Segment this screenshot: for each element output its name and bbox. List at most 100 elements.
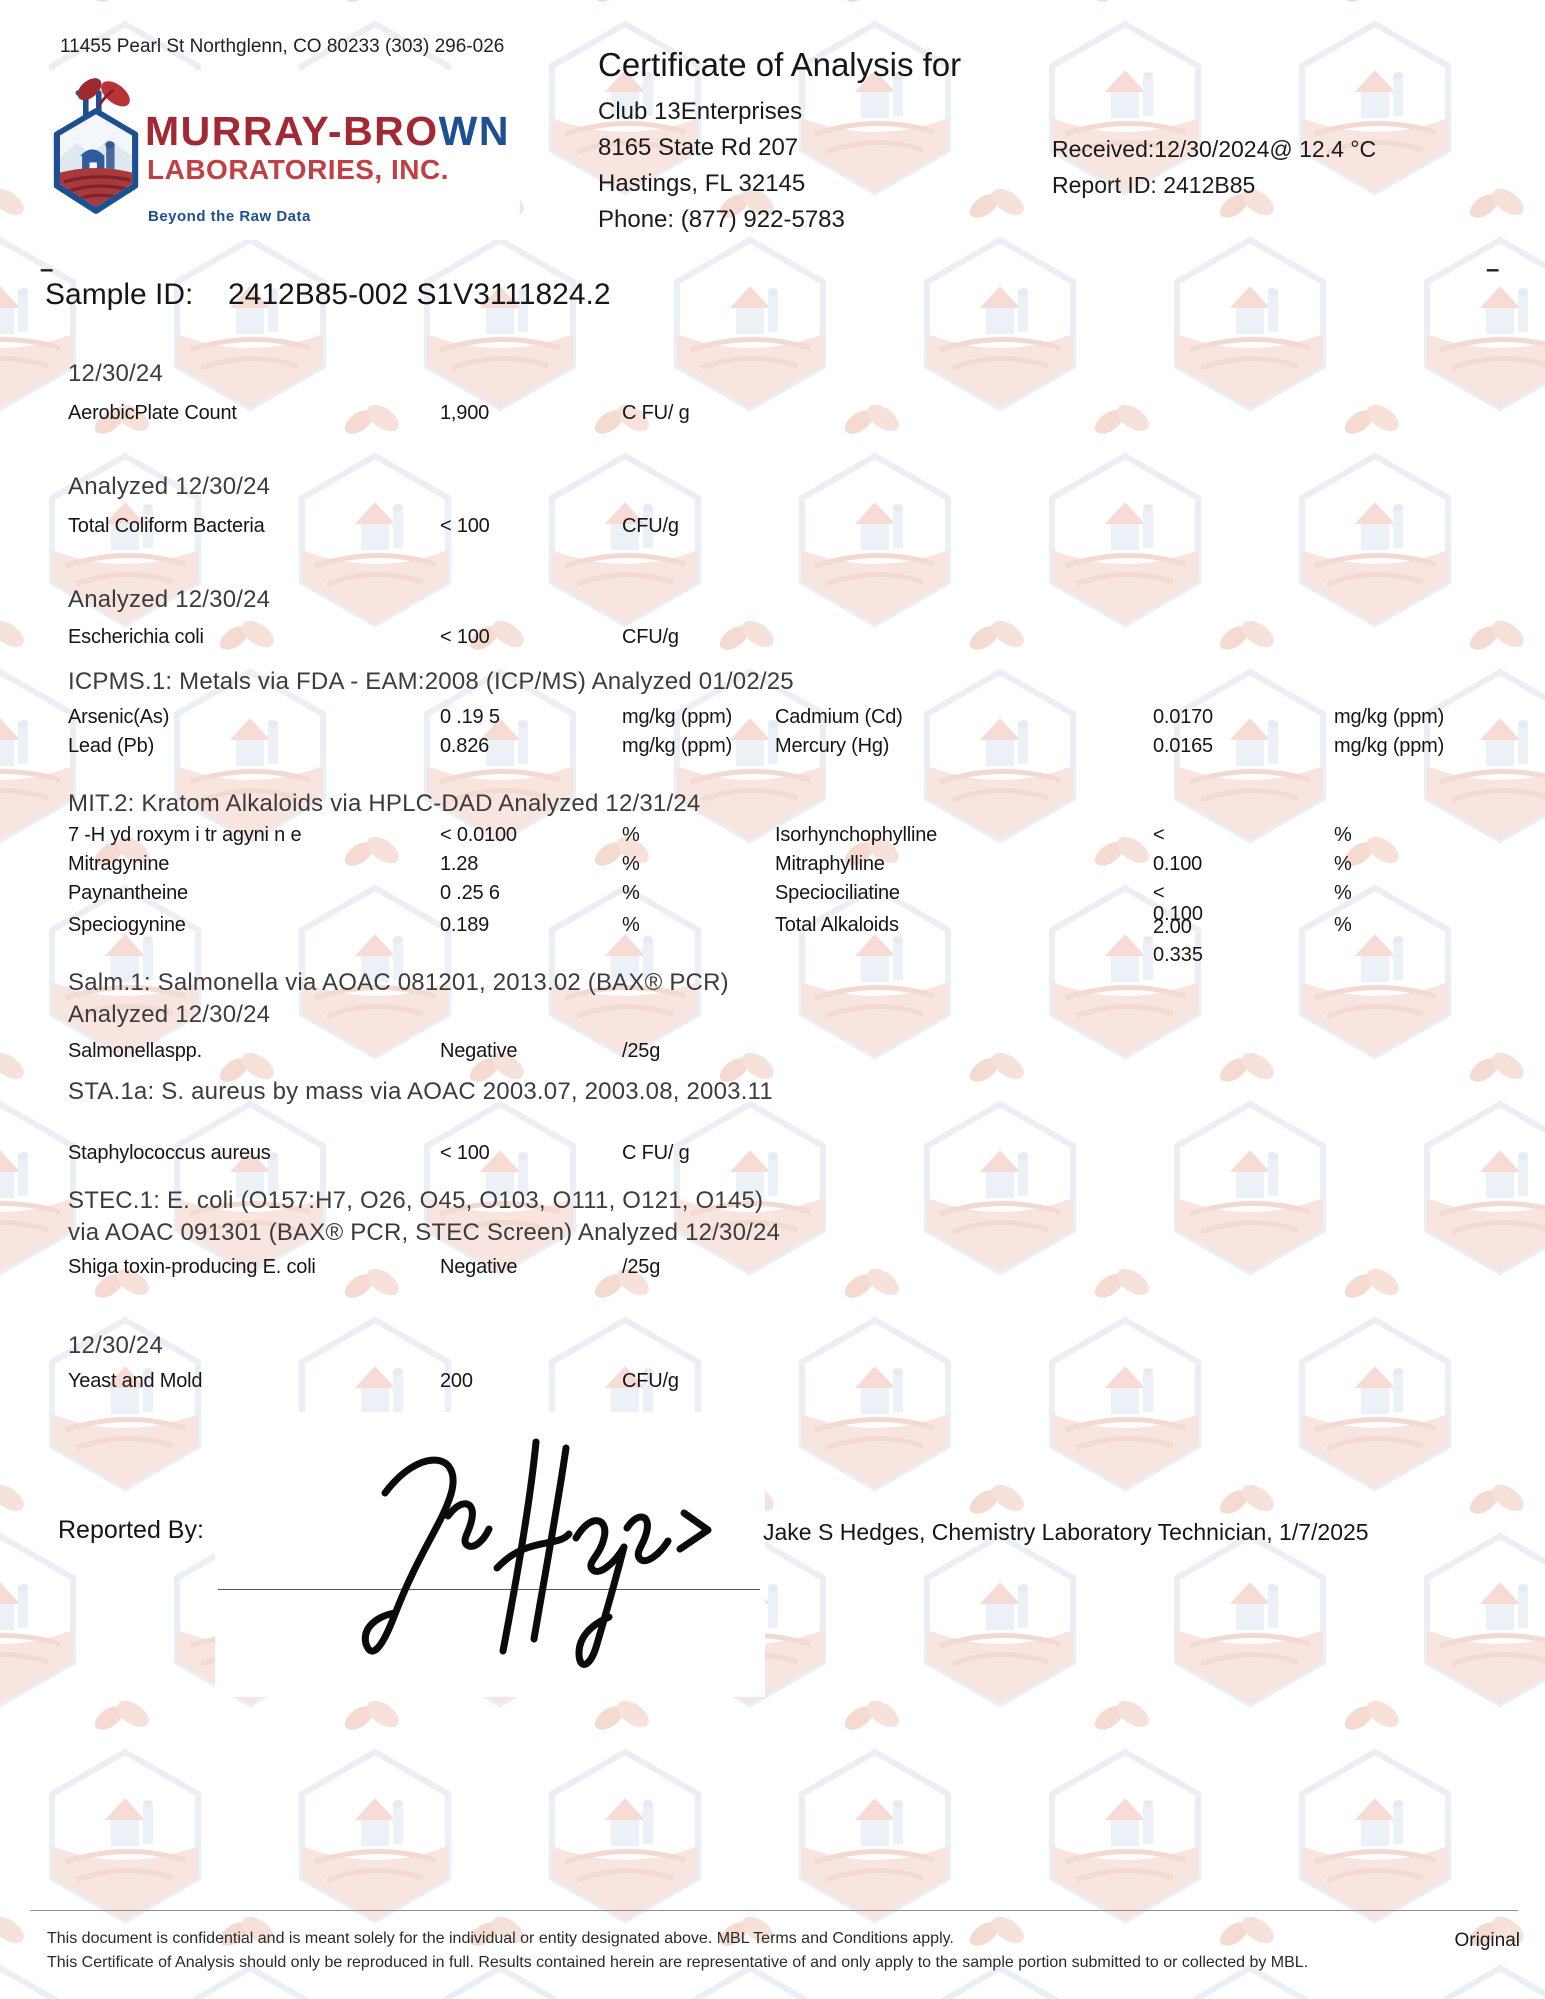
analyte-unit: C FU/ g	[622, 1142, 690, 1164]
section-header-stec-line2: via AOAC 091301 (BAX® PCR, STEC Screen) …	[68, 1219, 781, 1246]
lab-address: 11455 Pearl St Northglenn, CO 80233 (303…	[60, 36, 505, 57]
footer-confidentiality-line: This document is confidential and is mea…	[47, 1930, 954, 1947]
crop-mark-left: –	[40, 256, 54, 283]
section-header-coliform: Analyzed 12/30/24	[68, 473, 271, 500]
section-header-ecoli: Analyzed 12/30/24	[68, 586, 271, 613]
analyte-result: 0.826	[440, 735, 490, 757]
analyte-unit: %	[1334, 882, 1352, 904]
analyte-name: Speciogynine	[68, 914, 186, 936]
analyte-result: Negative	[440, 1256, 518, 1278]
analyte-name: Salmonellaspp.	[68, 1040, 202, 1062]
crop-mark-right: –	[1486, 256, 1500, 283]
table-row: Staphylococcus aureus < 100 C FU/ g	[0, 1142, 1545, 1168]
signature-image	[361, 1438, 712, 1668]
section-header-apc: 12/30/24	[68, 360, 164, 387]
signature-background	[215, 1412, 765, 1697]
analyte-name: Arsenic(As)	[68, 706, 170, 728]
analyte-result: <	[1153, 882, 1165, 904]
analyte-result: 0 .25 6	[440, 882, 500, 904]
footer-divider	[30, 1910, 1518, 1911]
report-id: Report ID: 2412B85	[1052, 172, 1256, 198]
analyte-result: < 100	[440, 1142, 490, 1164]
analyte-result: < 100	[440, 515, 490, 537]
logo-flask-icon	[53, 78, 139, 214]
received-info: Received:12/30/2024@ 12.4 °C	[1052, 136, 1377, 162]
logo-wordmark: MURRAY-BROWN	[145, 108, 510, 155]
analyte-name: Escherichia coli	[68, 626, 204, 648]
table-row: Paynantheine 0 .25 6 % Speciociliatine <…	[0, 882, 1545, 908]
analyte-name: Isorhynchophylline	[775, 824, 938, 846]
analyte-unit: /25g	[622, 1256, 661, 1278]
analyte-result: 0.0165	[1153, 735, 1213, 757]
logo-subtitle: LABORATORIES, INC.	[147, 154, 449, 185]
analyte-unit: CFU/g	[622, 1370, 679, 1392]
analyte-unit: mg/kg (ppm)	[1334, 735, 1445, 757]
analyte-result: < 100	[440, 626, 490, 648]
analyte-name: Lead (Pb)	[68, 735, 155, 757]
section-header-alkaloids: MIT.2: Kratom Alkaloids via HPLC-DAD Ana…	[68, 790, 701, 817]
analyte-unit: mg/kg (ppm)	[622, 706, 733, 728]
total-alkaloids-value-secondary: 0.335	[1153, 944, 1204, 966]
analyte-name: Cadmium (Cd)	[775, 706, 903, 728]
analyte-unit: mg/kg (ppm)	[1334, 706, 1445, 728]
table-row: Mitragynine 1.28 % Mitraphylline 0.100 %	[0, 853, 1545, 879]
analyte-name: Staphylococcus aureus	[68, 1142, 271, 1164]
total-alkaloids-value-overprint: 0.100	[1153, 903, 1204, 925]
section-header-metals: ICPMS.1: Metals via FDA - EAM:2008 (ICP/…	[68, 668, 794, 695]
table-row: Yeast and Mold 200 CFU/g	[0, 1370, 1545, 1396]
analyte-unit: mg/kg (ppm)	[622, 735, 733, 757]
client-name: Club 13Enterprises	[598, 98, 803, 125]
signature-line	[218, 1589, 760, 1590]
logo-wordmark-red: MURRAY-BRO	[145, 108, 439, 154]
table-row: AerobicPlate Count 1,900 C FU/ g	[0, 402, 1545, 428]
client-address-line2: Hastings, FL 32145	[598, 170, 806, 197]
client-address-line1: 8165 State Rd 207	[598, 134, 799, 161]
table-row: Speciogynine 0.189 % Total Alkaloids %	[0, 914, 1545, 940]
analyte-name: Paynantheine	[68, 882, 188, 904]
table-row: 7 -H yd roxym i tr agyni n e < 0.0100 % …	[0, 824, 1545, 850]
table-row: Lead (Pb) 0.826 mg/kg (ppm) Mercury (Hg)…	[0, 735, 1545, 761]
analyte-unit: C FU/ g	[622, 402, 690, 424]
analyte-result: <	[1153, 824, 1165, 846]
analyte-result: 0.100	[1153, 853, 1203, 875]
analyte-unit: /25g	[622, 1040, 661, 1062]
section-header-stec-line1: STEC.1: E. coli (O157:H7, O26, O45, O103…	[68, 1187, 764, 1214]
analyte-result: 1.28	[440, 853, 479, 875]
table-row: Shiga toxin-producing E. coli Negative /…	[0, 1256, 1545, 1282]
analyte-name: Total Coliform Bacteria	[68, 515, 265, 537]
analyte-result: 0.189	[440, 914, 490, 936]
analyte-name: 7 -H yd roxym i tr agyni n e	[68, 824, 302, 846]
table-row: Total Coliform Bacteria < 100 CFU/g	[0, 515, 1545, 541]
analyte-name: Speciociliatine	[775, 882, 900, 904]
footer-reproduction-line: This Certificate of Analysis should only…	[47, 1954, 1309, 1971]
analyte-name: Mercury (Hg)	[775, 735, 890, 757]
analyte-unit: %	[1334, 824, 1352, 846]
reported-by-label: Reported By:	[58, 1516, 204, 1544]
analyte-result: 0.0170	[1153, 706, 1213, 728]
sample-id-label: Sample ID:	[45, 278, 194, 311]
section-header-salmonella-line1: Salm.1: Salmonella via AOAC 081201, 2013…	[68, 969, 729, 996]
analyte-unit: CFU/g	[622, 515, 679, 537]
analyte-name: Total Alkaloids	[775, 914, 899, 936]
client-phone: Phone: (877) 922-5783	[598, 206, 845, 233]
analyte-result: < 0.0100	[440, 824, 517, 846]
table-row: Arsenic(As) 0 .19 5 mg/kg (ppm) Cadmium …	[0, 706, 1545, 732]
analyte-name: Mitraphylline	[775, 853, 885, 875]
analyte-result: 0 .19 5	[440, 706, 500, 728]
analyte-unit: %	[622, 882, 640, 904]
analyte-name: AerobicPlate Count	[68, 402, 237, 424]
analyte-result: 1,900	[440, 402, 490, 424]
analyte-unit: %	[622, 824, 640, 846]
analyte-unit: %	[1334, 914, 1352, 936]
document-title: Certificate of Analysis for	[598, 46, 962, 83]
analyte-unit: %	[622, 914, 640, 936]
signer-title-date: Jake S Hedges, Chemistry Laboratory Tech…	[763, 1519, 1369, 1545]
original-stamp: Original	[1454, 1930, 1520, 1951]
logo-wordmark-blue: WN	[438, 108, 510, 154]
analyte-unit: %	[622, 853, 640, 875]
section-header-yeast: 12/30/24	[68, 1332, 164, 1359]
analyte-result: Negative	[440, 1040, 518, 1062]
analyte-name: Shiga toxin-producing E. coli	[68, 1256, 316, 1278]
total-alkaloids-value: 2.00	[1153, 916, 1192, 938]
